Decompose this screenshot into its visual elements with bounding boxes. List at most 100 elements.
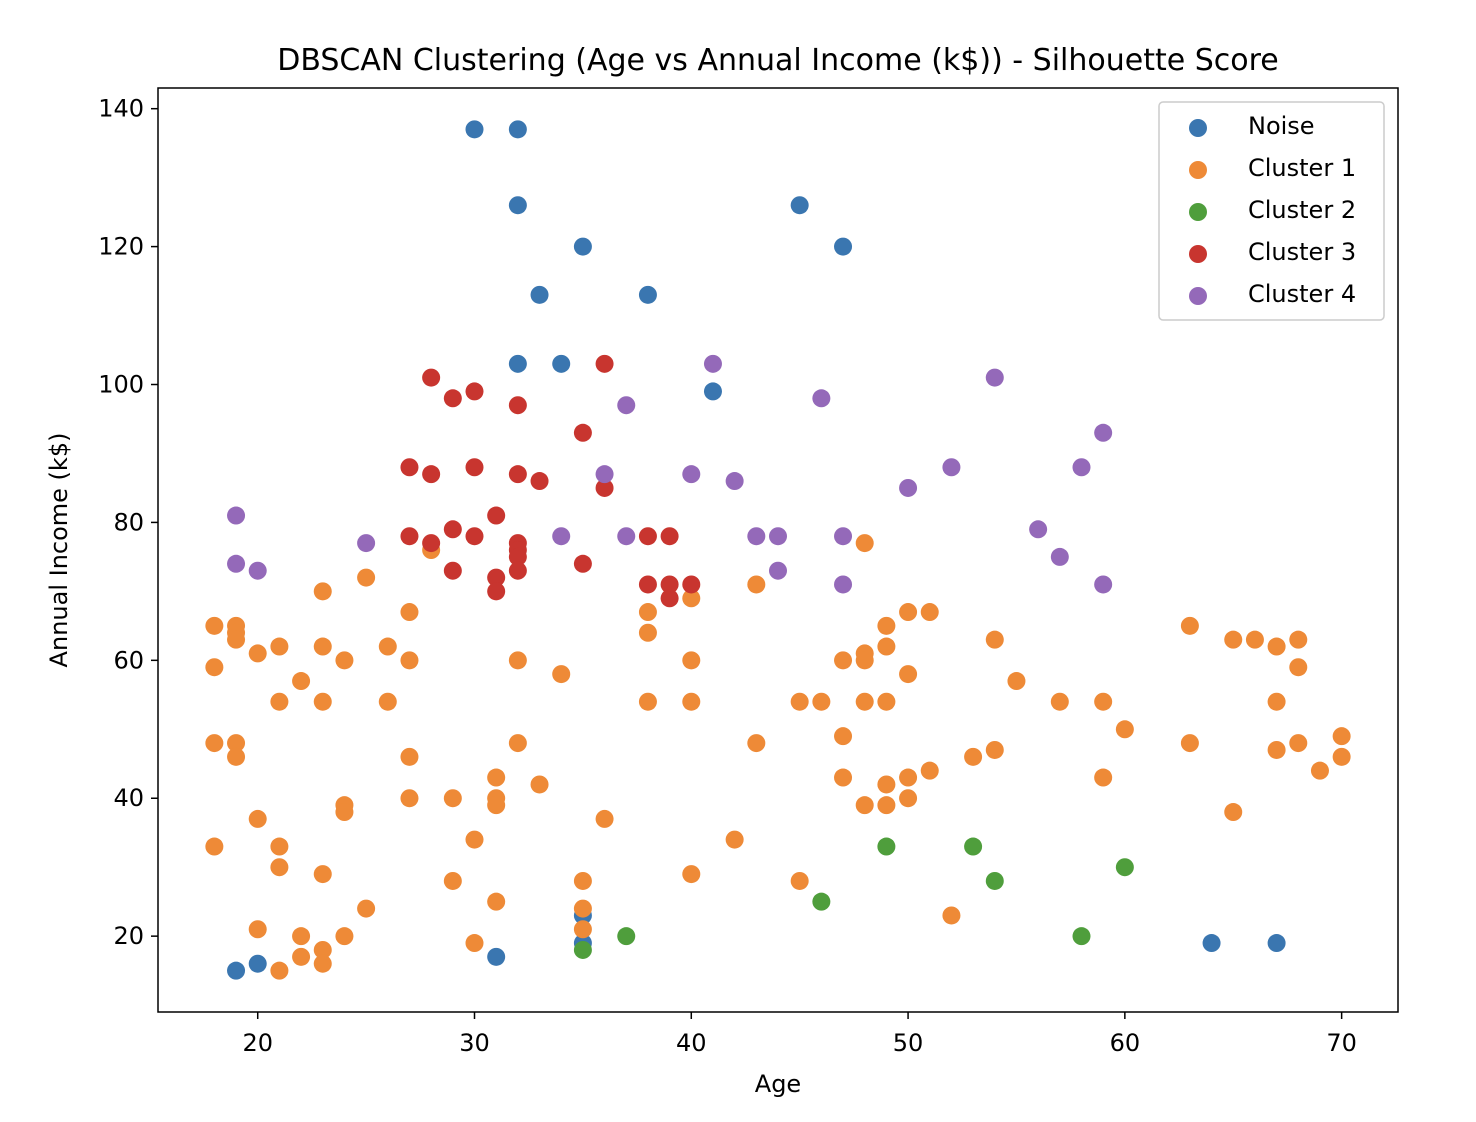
- data-point: [313, 954, 332, 973]
- data-point: [638, 623, 657, 642]
- data-point: [877, 796, 896, 815]
- data-point: [465, 934, 484, 953]
- data-point: [400, 527, 419, 546]
- data-point: [1007, 672, 1026, 691]
- data-point: [487, 892, 506, 911]
- data-point: [964, 747, 983, 766]
- data-point: [1180, 616, 1199, 635]
- data-point: [1332, 727, 1351, 746]
- data-point: [855, 692, 874, 711]
- data-point: [292, 927, 311, 946]
- data-point: [227, 630, 246, 649]
- data-point: [400, 458, 419, 477]
- data-point: [790, 871, 809, 890]
- data-point: [985, 740, 1004, 759]
- data-point: [595, 478, 614, 497]
- data-point: [335, 651, 354, 670]
- data-point: [1202, 934, 1221, 953]
- data-point: [508, 734, 527, 753]
- data-point: [465, 527, 484, 546]
- data-point: [834, 651, 853, 670]
- y-tick-label: 120: [98, 233, 144, 261]
- data-point: [638, 603, 657, 622]
- data-point: [530, 775, 549, 794]
- data-point: [638, 692, 657, 711]
- data-point: [443, 789, 462, 808]
- data-point: [422, 534, 441, 553]
- data-point: [1267, 934, 1286, 953]
- data-point: [703, 354, 722, 373]
- data-point: [508, 651, 527, 670]
- data-point: [660, 527, 679, 546]
- data-point: [292, 947, 311, 966]
- data-point: [487, 796, 506, 815]
- data-point: [487, 568, 506, 587]
- data-point: [964, 837, 983, 856]
- plot-frame: [157, 87, 1399, 1013]
- data-point: [443, 871, 462, 890]
- data-point: [357, 534, 376, 553]
- data-point: [205, 616, 224, 635]
- data-point: [660, 589, 679, 608]
- data-point: [227, 747, 246, 766]
- data-point: [855, 534, 874, 553]
- data-point: [400, 747, 419, 766]
- data-point: [682, 589, 701, 608]
- x-tick-label: 60: [1110, 1029, 1141, 1057]
- data-point: [1115, 720, 1134, 739]
- data-point: [530, 472, 549, 491]
- data-point: [682, 865, 701, 884]
- data-point: [357, 568, 376, 587]
- data-point: [487, 582, 506, 601]
- data-point: [270, 692, 289, 711]
- data-point: [313, 865, 332, 884]
- y-tick-label: 80: [113, 508, 144, 536]
- data-point: [790, 196, 809, 215]
- y-tick-label: 100: [98, 371, 144, 399]
- data-point: [313, 940, 332, 959]
- data-point: [899, 603, 918, 622]
- data-point: [313, 637, 332, 656]
- data-point: [508, 196, 527, 215]
- data-point: [573, 423, 592, 442]
- data-point: [617, 927, 636, 946]
- data-point: [985, 630, 1004, 649]
- data-point: [487, 947, 506, 966]
- data-point: [638, 285, 657, 304]
- y-tick-label: 40: [113, 784, 144, 812]
- data-point: [552, 665, 571, 684]
- data-point: [942, 458, 961, 477]
- data-point: [552, 354, 571, 373]
- data-point: [920, 761, 939, 780]
- data-point: [465, 830, 484, 849]
- data-point: [292, 672, 311, 691]
- data-point: [487, 768, 506, 787]
- data-point: [899, 768, 918, 787]
- data-point: [1332, 747, 1351, 766]
- data-point: [769, 561, 787, 580]
- data-point: [422, 368, 441, 387]
- legend-marker: [1189, 161, 1207, 179]
- data-point: [1267, 692, 1286, 711]
- x-axis-ticks: 20 30 40 50 60 70: [242, 1012, 1357, 1057]
- data-point: [1224, 630, 1243, 649]
- data-point: [573, 554, 592, 573]
- data-point: [1310, 761, 1329, 780]
- data-point: [1094, 692, 1113, 711]
- data-point: [812, 389, 831, 408]
- data-point: [855, 796, 874, 815]
- data-point: [270, 858, 289, 877]
- data-point: [508, 396, 527, 415]
- legend-label: Cluster 1: [1248, 154, 1356, 182]
- data-point: [443, 561, 462, 580]
- data-point: [899, 789, 918, 808]
- data-point: [899, 665, 918, 684]
- data-point: [834, 575, 853, 594]
- data-point: [465, 382, 484, 401]
- data-point: [248, 561, 267, 580]
- legend: Noise Cluster 1 Cluster 2 Cluster 3 Cluster …: [1158, 101, 1385, 321]
- data-point: [877, 637, 896, 656]
- data-point: [1245, 630, 1264, 649]
- data-point: [834, 727, 853, 746]
